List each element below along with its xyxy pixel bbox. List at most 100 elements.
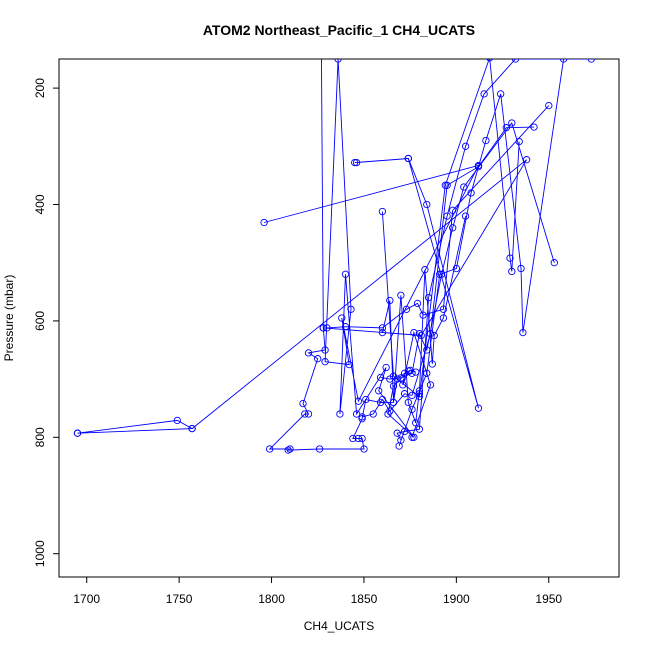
series-9 (358, 123, 538, 421)
data-point (378, 207, 387, 216)
x-tick-label: 1900 (443, 592, 470, 606)
data-point (400, 427, 409, 436)
data-point (404, 367, 412, 375)
series-line (361, 126, 535, 418)
data-point (587, 59, 595, 63)
data-point (423, 200, 431, 209)
data-point (299, 399, 307, 408)
data-point (428, 360, 436, 368)
data-point (415, 425, 424, 433)
data-point (408, 391, 416, 400)
data-point (376, 373, 385, 382)
y-tick-label: 400 (33, 194, 47, 214)
data-point (349, 434, 357, 443)
x-tick-label: 1850 (351, 592, 378, 606)
x-tick-label: 1800 (258, 592, 285, 606)
series-line (354, 158, 479, 409)
data-point (266, 445, 274, 453)
data-point (441, 181, 449, 189)
data-point (334, 59, 342, 63)
data-point (439, 305, 448, 313)
data-point (354, 434, 363, 443)
y-axis-label: Pressure (mbar) (2, 275, 16, 362)
data-point (461, 142, 470, 150)
data-point (467, 189, 475, 197)
y-tick-label: 600 (33, 311, 47, 331)
data-point (358, 415, 366, 423)
data-point (449, 206, 457, 214)
data-point (386, 375, 394, 383)
data-point (530, 123, 538, 131)
data-point (449, 224, 457, 232)
data-point (413, 299, 422, 308)
data-point (301, 410, 309, 418)
data-point (402, 305, 411, 313)
data-point (319, 324, 327, 332)
series-10 (395, 59, 568, 450)
data-point (515, 137, 523, 146)
series-line (396, 59, 592, 441)
data-point (545, 101, 553, 110)
data-point (389, 382, 398, 390)
data-point (323, 324, 331, 332)
data-point (286, 445, 294, 453)
data-point (284, 446, 292, 454)
data-point (399, 381, 407, 389)
data-point (415, 330, 424, 338)
series-11 (393, 59, 595, 444)
data-point (410, 433, 418, 441)
data-point (460, 183, 468, 191)
data-point (347, 305, 355, 313)
data-point (369, 410, 377, 418)
data-point (404, 154, 412, 163)
data-point (452, 264, 461, 273)
data-point (508, 119, 516, 127)
data-point (482, 136, 490, 145)
data-point (260, 218, 268, 227)
data-point (378, 395, 387, 404)
data-point (354, 397, 363, 405)
data-point (559, 59, 568, 63)
data-point (360, 445, 368, 453)
data-point (550, 259, 558, 267)
x-tick-label: 1700 (73, 592, 100, 606)
data-point (437, 270, 446, 278)
series-line (263, 59, 480, 438)
y-axis: 200 400 600 800 1000 (33, 78, 59, 567)
data-point (314, 355, 322, 363)
data-point (351, 158, 359, 167)
data-point (408, 405, 416, 414)
data-point (358, 434, 366, 443)
data-point (421, 266, 429, 274)
x-axis: 1700 1750 1800 1850 1900 1950 (73, 577, 562, 606)
data-point (486, 59, 494, 62)
data-point (506, 254, 514, 262)
data-point (439, 314, 448, 322)
x-axis-label: CH4_UCATS (304, 619, 374, 633)
data-point (408, 433, 416, 441)
data-point (497, 90, 505, 98)
data-point (358, 413, 366, 421)
data-point (408, 369, 416, 377)
data-point (517, 264, 525, 273)
data-point (430, 331, 438, 340)
data-point (415, 387, 424, 395)
x-tick-label: 1750 (166, 592, 193, 606)
series-line (380, 122, 555, 380)
data-point (426, 330, 435, 338)
data-point (397, 436, 405, 444)
data-point (424, 293, 433, 302)
series-5 (351, 154, 483, 412)
data-point (397, 291, 405, 299)
plot-frame (58, 58, 620, 578)
data-point (321, 358, 329, 366)
data-point (336, 410, 344, 418)
data-point (304, 349, 313, 357)
x-tick-label: 1950 (535, 592, 562, 606)
data-point (393, 429, 401, 437)
data-point (341, 270, 350, 278)
data-point (73, 429, 82, 437)
data-point (412, 419, 420, 427)
